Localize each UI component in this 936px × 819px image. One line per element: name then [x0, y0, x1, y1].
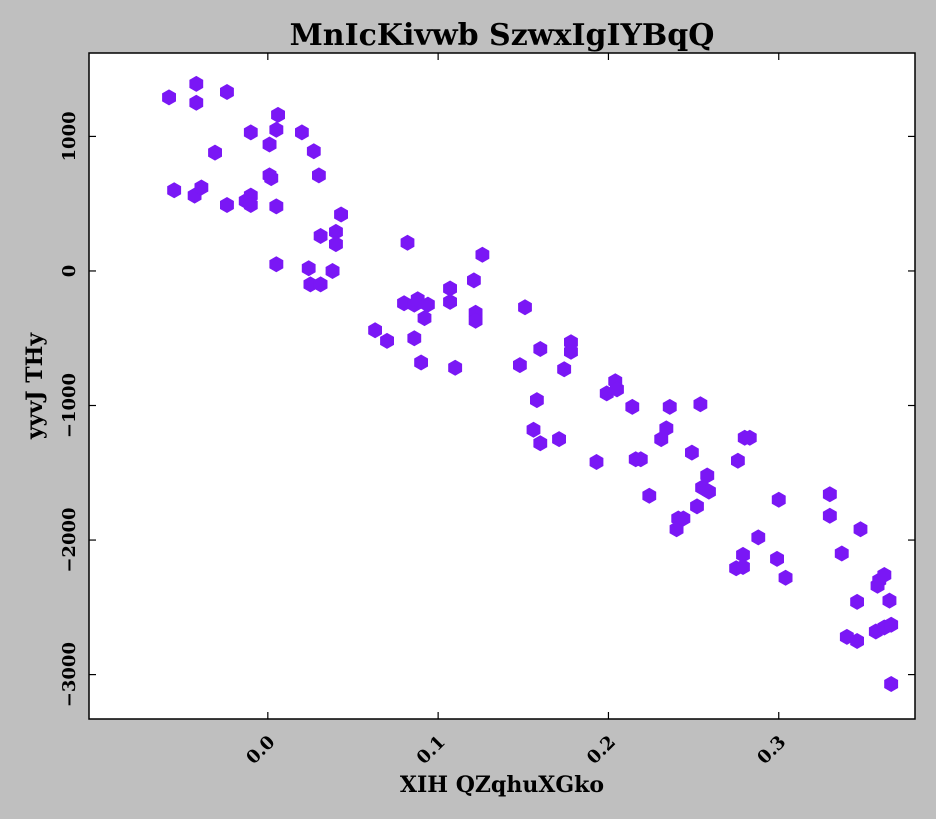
data-point: [736, 546, 750, 563]
data-point: [220, 197, 234, 213]
x-tick-label: 0.3: [753, 732, 790, 769]
data-point: [421, 296, 435, 313]
y-tick-label: −2000: [59, 507, 80, 572]
data-points: [162, 75, 899, 692]
data-point: [625, 398, 640, 415]
data-point: [518, 299, 532, 316]
data-point: [269, 121, 284, 138]
data-point: [269, 256, 284, 273]
x-tick-label: 0.1: [413, 732, 450, 769]
data-point: [475, 246, 490, 263]
data-point: [301, 260, 316, 277]
data-point: [850, 593, 864, 610]
data-point: [676, 510, 691, 527]
data-point: [400, 234, 415, 251]
y-tick-label: −3000: [59, 642, 80, 707]
data-point: [312, 167, 326, 184]
data-point: [189, 75, 204, 92]
data-point: [262, 136, 277, 153]
data-point: [448, 359, 463, 376]
data-point: [208, 144, 222, 161]
data-point: [589, 454, 604, 470]
plot-frame: [88, 52, 916, 720]
data-point: [552, 431, 566, 448]
data-point: [853, 521, 868, 538]
data-point: [659, 420, 674, 437]
data-point: [264, 170, 279, 187]
data-point: [271, 106, 285, 123]
data-point: [662, 398, 677, 415]
x-tick-label: 0.2: [583, 732, 620, 769]
data-point: [731, 452, 745, 469]
data-point: [700, 467, 715, 484]
data-point: [329, 223, 343, 240]
data-point: [850, 633, 864, 649]
data-point: [884, 676, 899, 692]
y-tick-label: 0: [59, 265, 80, 278]
data-point: [513, 357, 527, 374]
data-point: [702, 483, 716, 500]
data-point: [690, 498, 704, 515]
data-point: [742, 429, 757, 446]
data-point: [468, 312, 483, 329]
data-point: [220, 84, 234, 100]
y-axis-label: yyvJ THy: [22, 332, 48, 441]
data-point: [557, 361, 572, 378]
data-point: [162, 89, 176, 106]
data-point: [834, 545, 849, 562]
data-point: [313, 228, 328, 244]
x-tick-label: 0.0: [242, 732, 279, 769]
data-point: [443, 293, 457, 310]
data-point: [685, 444, 699, 461]
data-point: [877, 567, 892, 583]
data-point: [751, 529, 766, 546]
data-point: [533, 435, 548, 452]
data-point: [407, 330, 422, 347]
data-point: [822, 486, 837, 503]
data-point: [533, 341, 548, 357]
data-point: [243, 124, 258, 141]
data-point: [295, 124, 309, 141]
data-point: [306, 143, 321, 160]
data-point: [167, 182, 182, 199]
data-point: [269, 198, 284, 215]
data-point: [564, 343, 578, 360]
data-point: [414, 354, 428, 371]
data-point: [778, 569, 793, 586]
data-point: [530, 392, 544, 409]
data-point: [884, 616, 899, 633]
data-point: [526, 421, 541, 438]
data-point: [771, 491, 786, 508]
data-point: [334, 206, 348, 223]
data-point: [417, 310, 432, 327]
plot-area: [89, 53, 915, 719]
data-point: [313, 276, 328, 293]
data-point: [669, 521, 684, 538]
data-point: [693, 396, 708, 413]
data-point: [243, 197, 258, 213]
data-point: [633, 451, 648, 468]
chart-title: MnIcKivwb SzwxIgIYBqQ: [290, 18, 715, 53]
data-point: [467, 272, 481, 289]
data-point: [380, 332, 394, 349]
data-point: [368, 322, 382, 339]
data-point: [882, 592, 897, 609]
data-point: [194, 179, 209, 196]
data-point: [822, 507, 837, 524]
y-tick-label: 1000: [59, 111, 80, 161]
data-point: [770, 550, 784, 567]
y-tick-label: −1000: [59, 373, 80, 438]
data-point: [189, 94, 204, 111]
data-point: [642, 487, 657, 504]
data-point: [325, 263, 340, 279]
x-axis-label: XIH QZqhuXGko: [400, 772, 604, 798]
data-point: [443, 280, 457, 297]
data-point: [736, 559, 750, 575]
data-point: [610, 381, 624, 398]
data-point: [329, 236, 343, 253]
